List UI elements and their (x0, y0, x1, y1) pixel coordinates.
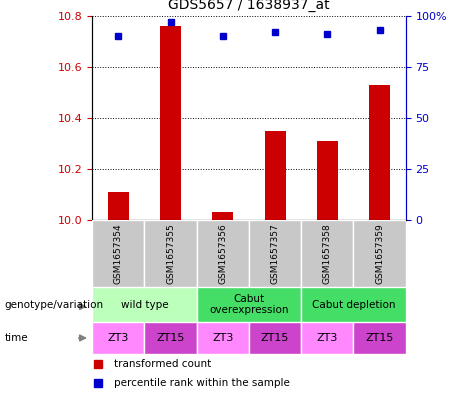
Bar (92, 322, 144, 354)
Text: wild type: wild type (121, 299, 168, 310)
Text: transformed count: transformed count (114, 358, 212, 369)
Bar (144, 220, 197, 287)
Text: Cabut
overexpression: Cabut overexpression (209, 294, 289, 315)
Bar (144, 322, 197, 354)
Text: GSM1657359: GSM1657359 (375, 223, 384, 284)
Bar (197, 220, 249, 287)
Text: ZT3: ZT3 (317, 333, 338, 343)
Bar (369, 85, 390, 220)
Text: ZT3: ZT3 (107, 333, 129, 343)
Bar (213, 213, 233, 220)
Text: ZT3: ZT3 (212, 333, 234, 343)
Bar (301, 322, 354, 354)
Bar (265, 131, 285, 220)
Text: GSM1657355: GSM1657355 (166, 223, 175, 284)
Bar (354, 220, 406, 287)
Text: GSM1657356: GSM1657356 (219, 223, 227, 284)
Bar (92, 220, 144, 287)
Text: GSM1657357: GSM1657357 (271, 223, 279, 284)
Text: ZT15: ZT15 (261, 333, 289, 343)
Text: Cabut depletion: Cabut depletion (312, 299, 395, 310)
Bar (197, 322, 249, 354)
Bar (354, 322, 406, 354)
Text: percentile rank within the sample: percentile rank within the sample (114, 378, 290, 388)
Bar (301, 220, 354, 287)
Bar (301, 287, 406, 322)
Bar (92, 287, 197, 322)
Title: GDS5657 / 1638937_at: GDS5657 / 1638937_at (168, 0, 330, 12)
Bar (249, 322, 301, 354)
Text: GSM1657354: GSM1657354 (114, 223, 123, 284)
Text: ZT15: ZT15 (156, 333, 185, 343)
Bar (317, 141, 338, 220)
Bar (108, 192, 129, 220)
Bar (197, 287, 301, 322)
Bar (249, 220, 301, 287)
Text: genotype/variation: genotype/variation (5, 299, 104, 310)
Text: GSM1657358: GSM1657358 (323, 223, 332, 284)
Bar (160, 26, 181, 220)
Text: time: time (5, 333, 28, 343)
Text: ZT15: ZT15 (366, 333, 394, 343)
